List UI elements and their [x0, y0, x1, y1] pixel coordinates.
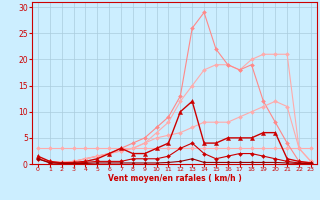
X-axis label: Vent moyen/en rafales ( km/h ): Vent moyen/en rafales ( km/h ): [108, 174, 241, 183]
